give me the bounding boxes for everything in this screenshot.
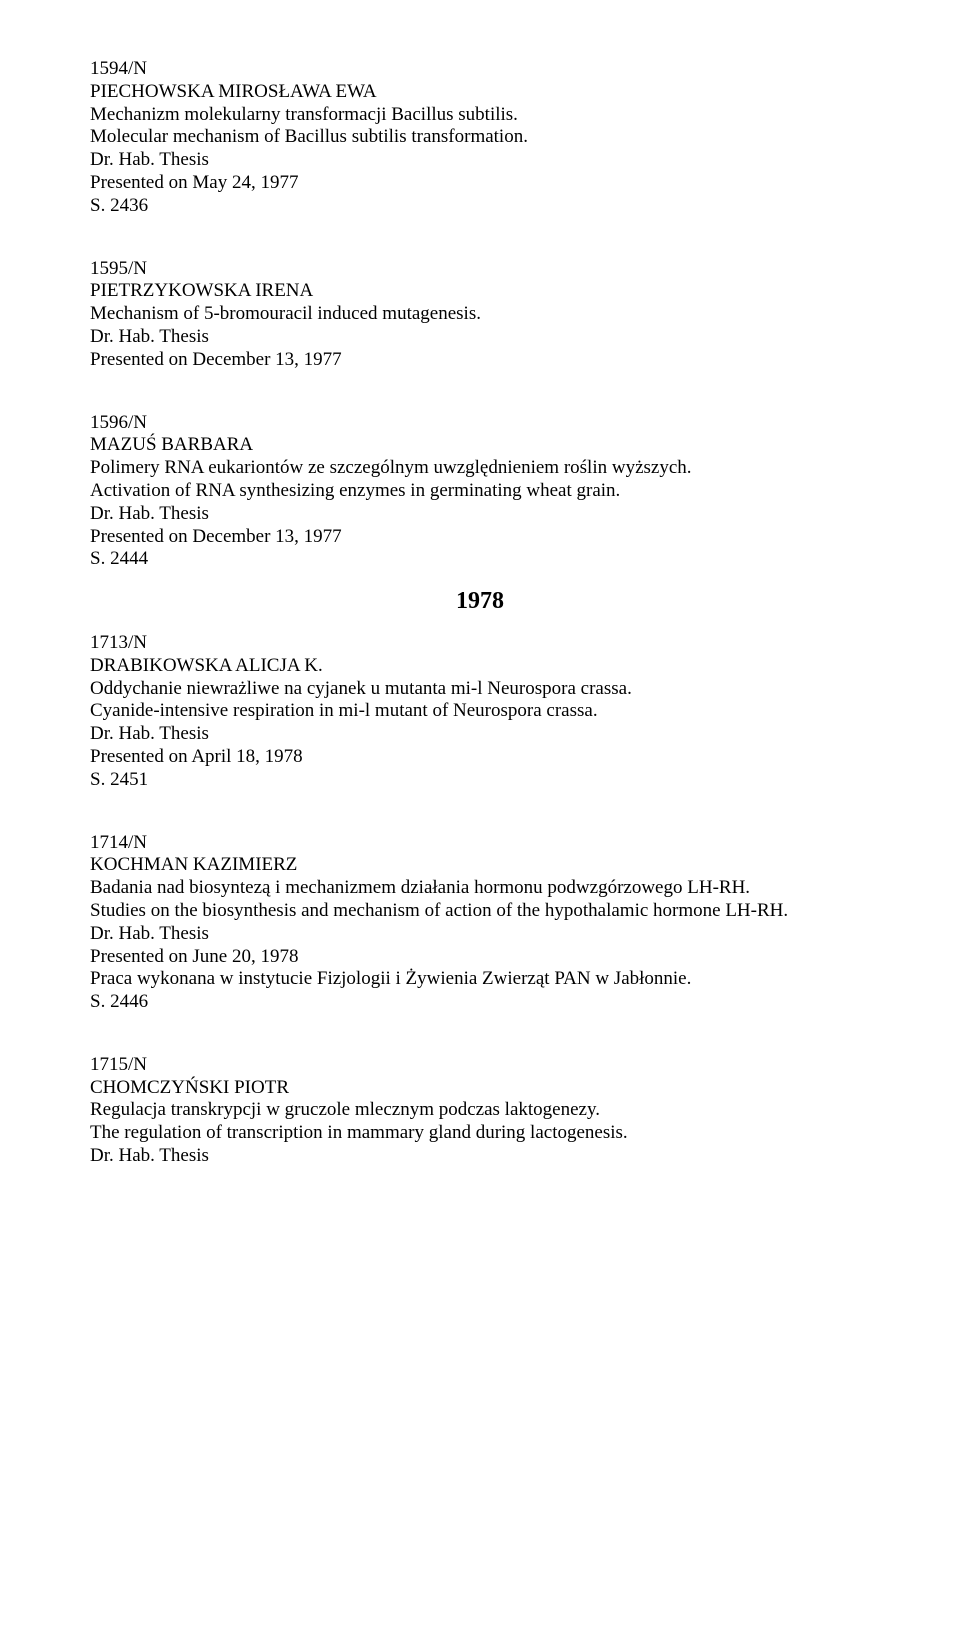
entry-id: 1596/N: [90, 412, 870, 435]
year-heading: 1978: [90, 587, 870, 616]
entry-author: MAZUŚ BARBARA: [90, 434, 870, 457]
entry-signature: S. 2444: [90, 548, 870, 571]
entry-presented: Presented on December 13, 1977: [90, 526, 870, 549]
entry-title-en: Molecular mechanism of Bacillus subtilis…: [90, 126, 870, 149]
entry-title-en: Studies on the biosynthesis and mechanis…: [90, 900, 870, 923]
entry-presented: Presented on June 20, 1978: [90, 946, 870, 969]
entry-degree: Dr. Hab. Thesis: [90, 503, 870, 526]
entry-title-pl: Mechanizm molekularny transformacji Baci…: [90, 104, 870, 127]
entry-author: PIECHOWSKA MIROSŁAWA EWA: [90, 81, 870, 104]
entry-signature: S. 2451: [90, 769, 870, 792]
entry-signature: S. 2446: [90, 991, 870, 1014]
entry-title-en: Activation of RNA synthesizing enzymes i…: [90, 480, 870, 503]
entry-id: 1715/N: [90, 1054, 870, 1077]
entry-id: 1713/N: [90, 632, 870, 655]
entry-presented: Presented on April 18, 1978: [90, 746, 870, 769]
entry-author: KOCHMAN KAZIMIERZ: [90, 854, 870, 877]
entry-note: Praca wykonana w instytucie Fizjologii i…: [90, 968, 870, 991]
entry-presented: Presented on May 24, 1977: [90, 172, 870, 195]
entry-author: DRABIKOWSKA ALICJA K.: [90, 655, 870, 678]
thesis-entry: 1594/N PIECHOWSKA MIROSŁAWA EWA Mechaniz…: [90, 58, 870, 218]
entry-author: CHOMCZYŃSKI PIOTR: [90, 1077, 870, 1100]
entry-title-pl: Oddychanie niewrażliwe na cyjanek u muta…: [90, 678, 870, 701]
entry-presented: Presented on December 13, 1977: [90, 349, 870, 372]
thesis-entry: 1715/N CHOMCZYŃSKI PIOTR Regulacja trans…: [90, 1054, 870, 1168]
entry-title-en: Mechanism of 5-bromouracil induced mutag…: [90, 303, 870, 326]
entry-id: 1595/N: [90, 258, 870, 281]
entry-id: 1714/N: [90, 832, 870, 855]
entry-degree: Dr. Hab. Thesis: [90, 149, 870, 172]
entry-title-en: The regulation of transcription in mamma…: [90, 1122, 870, 1145]
entry-author: PIETRZYKOWSKA IRENA: [90, 280, 870, 303]
entry-title-pl: Polimery RNA eukariontów ze szczególnym …: [90, 457, 870, 480]
entry-id: 1594/N: [90, 58, 870, 81]
thesis-entry: 1714/N KOCHMAN KAZIMIERZ Badania nad bio…: [90, 832, 870, 1014]
thesis-entry: 1713/N DRABIKOWSKA ALICJA K. Oddychanie …: [90, 632, 870, 792]
entry-signature: S. 2436: [90, 195, 870, 218]
thesis-entry: 1596/N MAZUŚ BARBARA Polimery RNA eukari…: [90, 412, 870, 572]
entry-degree: Dr. Hab. Thesis: [90, 923, 870, 946]
entry-degree: Dr. Hab. Thesis: [90, 1145, 870, 1168]
thesis-entry: 1595/N PIETRZYKOWSKA IRENA Mechanism of …: [90, 258, 870, 372]
entry-title-pl: Badania nad biosyntezą i mechanizmem dzi…: [90, 877, 870, 900]
entry-degree: Dr. Hab. Thesis: [90, 723, 870, 746]
entry-title-en: Cyanide-intensive respiration in mi-l mu…: [90, 700, 870, 723]
entry-degree: Dr. Hab. Thesis: [90, 326, 870, 349]
entry-title-pl: Regulacja transkrypcji w gruczole mleczn…: [90, 1099, 870, 1122]
